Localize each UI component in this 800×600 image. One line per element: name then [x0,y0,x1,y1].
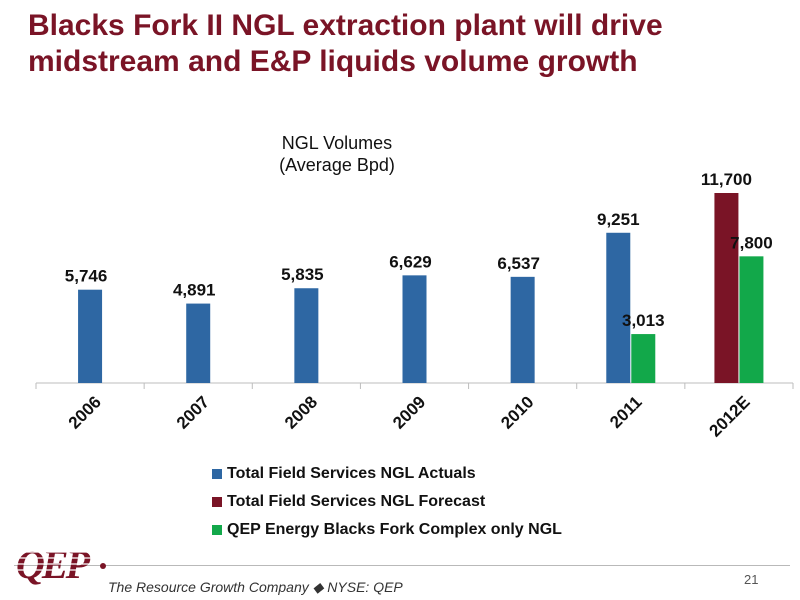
slide-title-line: Blacks Fork II NGL extraction plant will… [28,9,663,42]
slide-title-line: midstream and E&P liquids volume growth [28,45,638,78]
bar-chart: 5,746 2006 4,891 2007 5,835 2008 6,629 2009 6,53… [35,170,794,441]
x-tick-label: 2009 [389,392,429,432]
legend-swatch-blacks-fork [212,525,222,535]
x-tick-label: 2011 [606,392,646,432]
data-label: 11,700 [701,170,752,189]
chart-title-line: (Average Bpd) [279,155,395,175]
legend-label: QEP Energy Blacks Fork Complex only NGL [227,521,562,538]
x-tick-label: 2007 [173,392,213,432]
bar-2007-actuals [186,303,211,383]
data-label: 9,251 [597,210,640,229]
data-label: 5,835 [281,265,324,284]
bar-2012e-blacks-fork [739,256,764,383]
data-label: 4,891 [173,281,216,300]
data-label: 3,013 [622,311,665,330]
bar-2009-actuals [402,275,427,383]
bar-2011-actuals [606,232,631,383]
data-label: 7,800 [730,233,773,252]
company-tagline: The Resource Growth Company ◆ NYSE: QEP [108,579,403,595]
legend-item-actuals: Total Field Services NGL Actuals [212,460,562,488]
x-tick-label: 2010 [497,392,537,432]
chart-title-line: NGL Volumes [281,133,393,153]
qep-logo: QEP [14,542,106,587]
legend-swatch-actuals [212,469,222,479]
legend: Total Field Services NGL Actuals Total F… [212,460,562,544]
data-label: 5,746 [65,267,108,286]
bar-2008-actuals [294,288,319,383]
x-tick-label: 2006 [65,392,105,432]
legend-label: Total Field Services NGL Actuals [227,465,476,482]
legend-swatch-forecast [212,497,222,507]
legend-item-forecast: Total Field Services NGL Forecast [212,488,562,516]
legend-item-blacks-fork: QEP Energy Blacks Fork Complex only NGL [212,516,562,544]
data-label: 6,629 [389,252,432,271]
bar-2006-actuals [78,289,103,383]
bar-2012e-forecast [714,193,739,383]
legend-label: Total Field Services NGL Forecast [227,493,486,510]
page-number: 21 [744,572,759,587]
bar-2011-blacks-fork [631,334,656,383]
chart-title: NGL Volumes (Average Bpd) [262,132,412,176]
footer-divider [14,565,790,566]
bar-2010-actuals [510,276,535,383]
data-label: 6,537 [497,254,540,273]
x-tick-label: 2012E [706,392,754,440]
slide-title: Blacks Fork II NGL extraction plant will… [28,8,788,80]
x-tick-label: 2008 [281,392,321,432]
